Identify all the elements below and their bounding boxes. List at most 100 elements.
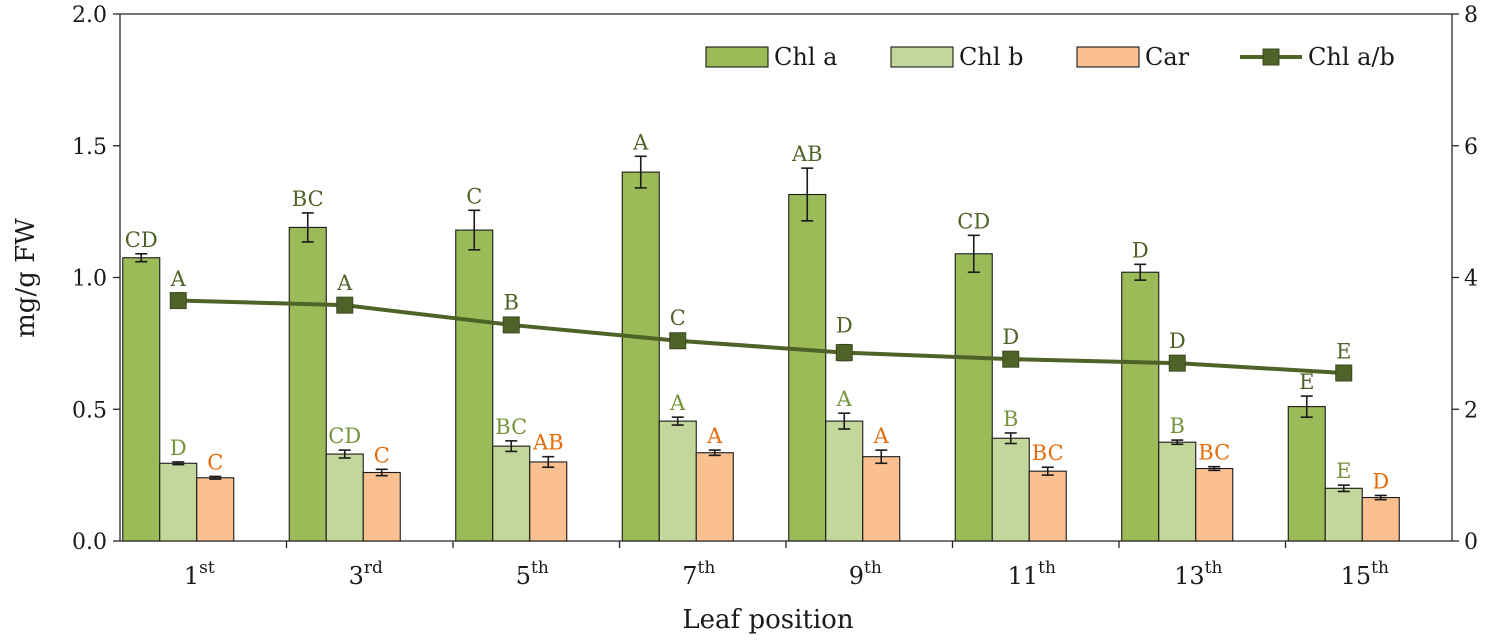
chl-ab-marker xyxy=(1168,354,1186,372)
significance-letter: D xyxy=(170,436,187,460)
chl-ab-marker xyxy=(1335,364,1353,382)
x-tick-label: 5th xyxy=(516,558,549,590)
bar-chl-a xyxy=(122,257,161,542)
left-tick-label: 0.0 xyxy=(72,530,107,555)
significance-letter: E xyxy=(1336,459,1351,483)
legend: Chl a Chl b Car Chl a/b xyxy=(705,43,1395,71)
significance-letter: BC xyxy=(1032,441,1064,465)
bar-chl-b xyxy=(991,437,1030,542)
significance-letter: BC xyxy=(292,187,324,211)
significance-letter: D xyxy=(1132,238,1149,262)
significance-letter: A xyxy=(632,130,649,154)
significance-letter: BC xyxy=(1198,441,1230,465)
significance-letter: AB xyxy=(532,431,564,455)
chl-ab-line xyxy=(178,298,1344,376)
ratio-significance-letter: D xyxy=(1169,329,1186,353)
legend-car-swatch xyxy=(1076,46,1140,68)
bar-series xyxy=(122,155,1400,542)
right-tick-label: 0 xyxy=(1464,530,1478,555)
x-axis-title: Leaf position xyxy=(682,605,853,635)
bar-chl-b xyxy=(492,445,531,542)
y-axis-title: mg/g FW xyxy=(11,218,41,338)
bar-chl-b xyxy=(159,462,198,542)
bar-car xyxy=(695,452,734,542)
bar-chl-b xyxy=(825,420,864,542)
x-tick-label: 9th xyxy=(849,558,882,590)
x-tick-label: 1st xyxy=(184,558,215,590)
significance-letter: A xyxy=(706,424,723,448)
ratio-significance-letter: C xyxy=(670,306,686,330)
legend-chl-b-label: Chl b xyxy=(959,43,1024,71)
x-tick-label: 15th xyxy=(1341,558,1389,590)
chl-ab-marker xyxy=(502,316,520,334)
chl-ab-marker xyxy=(169,292,187,310)
x-tick-label: 7th xyxy=(682,558,715,590)
left-y-axis: 0.0 0.5 1.0 1.5 2.0 xyxy=(72,3,120,555)
ratio-significance-letter: A xyxy=(170,267,187,291)
ratio-significance-letter: D xyxy=(1002,325,1019,349)
significance-letter: C xyxy=(374,443,390,467)
significance-letter: CD xyxy=(328,424,361,448)
legend-chl-a-b-label: Chl a/b xyxy=(1308,43,1395,71)
significance-letter: A xyxy=(836,387,853,411)
bar-chl-b xyxy=(1158,441,1197,542)
legend-chl-b-swatch xyxy=(890,46,954,68)
left-tick-label: 1.5 xyxy=(72,135,107,160)
significance-letter: AB xyxy=(791,142,823,166)
legend-chl-a-swatch xyxy=(705,46,769,68)
bar-car xyxy=(196,477,235,542)
bar-chl-a xyxy=(954,253,993,542)
bar-car xyxy=(1028,470,1067,542)
bar-chl-a xyxy=(788,193,827,542)
significance-letter: A xyxy=(873,424,890,448)
legend-car-label: Car xyxy=(1145,43,1190,71)
ratio-significance-letter: D xyxy=(836,314,853,338)
legend-chl-a-label: Chl a xyxy=(774,43,837,71)
bar-chl-a xyxy=(1287,406,1326,542)
significance-letter: C xyxy=(207,450,223,474)
bar-chl-b xyxy=(325,453,364,542)
bar-chl-a xyxy=(455,229,494,542)
bar-car xyxy=(862,456,901,542)
chl-ab-marker xyxy=(336,296,354,314)
bar-car xyxy=(362,471,401,542)
chl-ab-marker xyxy=(835,344,853,362)
bar-chl-b xyxy=(658,420,697,542)
ratio-significance-letter: B xyxy=(504,291,519,315)
significance-letter: BC xyxy=(495,415,527,439)
chl-ab-marker xyxy=(1002,350,1020,368)
bar-car xyxy=(529,461,568,542)
bar-chl-a xyxy=(621,171,660,542)
x-tick-label: 13th xyxy=(1174,558,1222,590)
significance-letter: CD xyxy=(125,228,158,252)
bar-chl-a xyxy=(288,226,327,542)
bar-car xyxy=(1195,467,1234,542)
bar-chl-a xyxy=(1121,271,1160,542)
bar-car xyxy=(1361,496,1400,542)
significance-letter: A xyxy=(669,391,686,415)
ratio-significance-letter: E xyxy=(1336,339,1351,363)
ratio-line-series xyxy=(169,292,1353,382)
significance-letter: C xyxy=(466,184,482,208)
left-tick-label: 0.5 xyxy=(72,398,107,423)
right-tick-label: 6 xyxy=(1464,135,1478,160)
significance-letter: D xyxy=(1372,469,1389,493)
left-tick-label: 1.0 xyxy=(72,267,107,292)
significance-letter: B xyxy=(1170,414,1185,438)
legend-chl-a-b-swatch-marker xyxy=(1262,48,1280,66)
bar-chl-b xyxy=(1324,487,1363,542)
significance-letter: E xyxy=(1299,370,1314,394)
left-tick-label: 2.0 xyxy=(72,3,107,28)
chl-ab-marker xyxy=(669,332,687,350)
x-axis: 1st 3rd 5th 7th 9th 11th 13th 15th xyxy=(184,541,1389,590)
right-tick-label: 8 xyxy=(1464,3,1478,28)
significance-letter: B xyxy=(1003,407,1018,431)
ratio-significance-letter: A xyxy=(336,271,353,295)
right-tick-label: 4 xyxy=(1464,267,1478,292)
x-tick-label: 11th xyxy=(1008,558,1056,590)
significance-letter: CD xyxy=(957,209,990,233)
right-y-axis: 0 2 4 6 8 xyxy=(1452,3,1478,555)
x-tick-label: 3rd xyxy=(349,558,383,590)
